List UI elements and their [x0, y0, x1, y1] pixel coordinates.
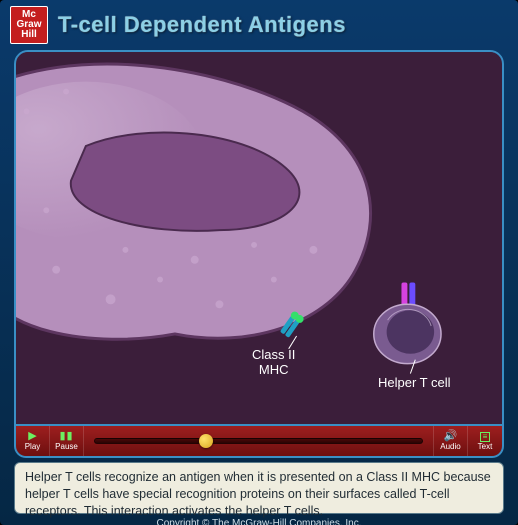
audio-button[interactable]: 🔊 Audio [434, 426, 468, 456]
pause-button[interactable]: ▮▮ Pause [50, 426, 84, 456]
audio-icon: 🔊 [444, 431, 458, 442]
t-cell-inner [387, 310, 434, 354]
text-button[interactable]: ≡ Text [468, 426, 502, 456]
page-title: T-cell Dependent Antigens [58, 12, 346, 38]
logo-line: Hill [21, 30, 37, 40]
text-label: Text [478, 443, 493, 451]
pause-label: Pause [55, 443, 78, 451]
pause-icon: ▮▮ [59, 431, 73, 442]
app-frame: Mc Graw Hill T-cell Dependent Antigens [0, 0, 518, 525]
publisher-logo: Mc Graw Hill [10, 6, 48, 44]
playback-controls: ▶ Play ▮▮ Pause 🔊 Audio ≡ Text [14, 426, 504, 458]
slider-track [94, 438, 423, 444]
caption-box: Helper T cells recognize an antigen when… [14, 462, 504, 514]
play-label: Play [25, 443, 41, 451]
audio-label: Audio [440, 443, 460, 451]
text-icon: ≡ [480, 432, 491, 442]
header: Mc Graw Hill T-cell Dependent Antigens [0, 0, 518, 46]
slider-thumb[interactable] [199, 434, 213, 448]
diagram-svg [16, 52, 502, 424]
diagram-stage: Class IIMHC Helper T cell [14, 50, 504, 426]
play-button[interactable]: ▶ Play [16, 426, 50, 456]
play-icon: ▶ [28, 431, 36, 442]
progress-slider[interactable] [84, 426, 434, 456]
